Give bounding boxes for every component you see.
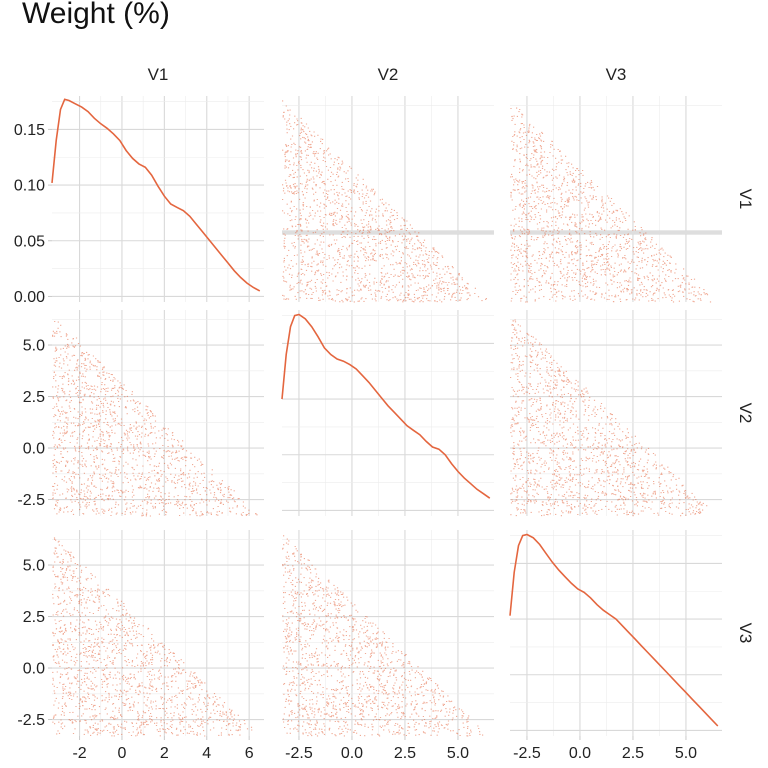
x-tick-label: 0.0 [341,745,363,762]
density-line-v2 [281,313,491,499]
scatter-points-v2-v1 [52,320,258,517]
panel-v3-v1: -2.5 0.0 2.5 5.0 -2 0 2 4 6 [17,530,264,762]
panel-v1-v1: 0.00 0.05 0.10 0.15 [14,96,264,306]
column-strip-v2: V2 [378,65,399,84]
y-tick-label: 0.0 [23,661,45,678]
y-tick-label: 0.00 [14,289,45,306]
x-tick-label: 5.0 [675,745,697,762]
scatter-points-v1-v3 [510,107,712,303]
x-tick-label: 0 [118,745,127,762]
x-tick-label: 2 [160,745,169,762]
x-tick-label: 2.5 [622,745,644,762]
x-tick-label: -2.5 [285,745,313,762]
scatter-points-v3-v2 [282,535,484,737]
panel-v2-v2 [281,310,494,516]
x-tick-label: 2.5 [394,745,416,762]
panel-v3-v3: -2.5 0.0 2.5 5.0 [509,530,722,762]
scatter-points-v3-v1 [52,537,253,737]
chart-title: Weight (%) [22,0,170,30]
y-tick-label: 0.0 [23,441,45,458]
x-tick-label: 5.0 [447,745,469,762]
y-tick-label: -2.5 [17,712,45,729]
x-tick-label: -2.5 [513,745,541,762]
panel-v1-v3 [510,96,722,303]
panel-v1-v2 [282,96,494,303]
row-strip-v1: V1 [736,189,755,210]
scatter-points-v2-v3 [510,319,708,517]
x-tick-label: 4 [202,745,211,762]
row-strip-v3: V3 [736,623,755,644]
y-tick-label: 0.05 [14,233,45,250]
y-tick-label: 5.0 [23,338,45,355]
x-tick-label: 0.0 [569,745,591,762]
y-tick-label: 0.10 [14,178,45,195]
panel-v2-v1: -2.5 0.0 2.5 5.0 [17,310,264,517]
y-tick-label: -2.5 [17,492,45,509]
row-strip-v2: V2 [736,403,755,424]
density-line-v3 [509,533,719,727]
panel-v3-v2: -2.5 0.0 2.5 5.0 [282,530,494,762]
panel-v2-v3 [510,310,722,517]
x-tick-label: 6 [245,745,254,762]
y-tick-label: 2.5 [23,609,45,626]
x-tick-label: -2 [72,745,86,762]
y-tick-label: 0.15 [14,122,45,139]
density-line-v1 [51,98,261,292]
scatter-points-v1-v2 [282,100,487,303]
column-strip-v1: V1 [148,65,169,84]
column-strip-v3: V3 [606,65,627,84]
y-tick-label: 2.5 [23,389,45,406]
y-tick-label: 5.0 [23,558,45,575]
